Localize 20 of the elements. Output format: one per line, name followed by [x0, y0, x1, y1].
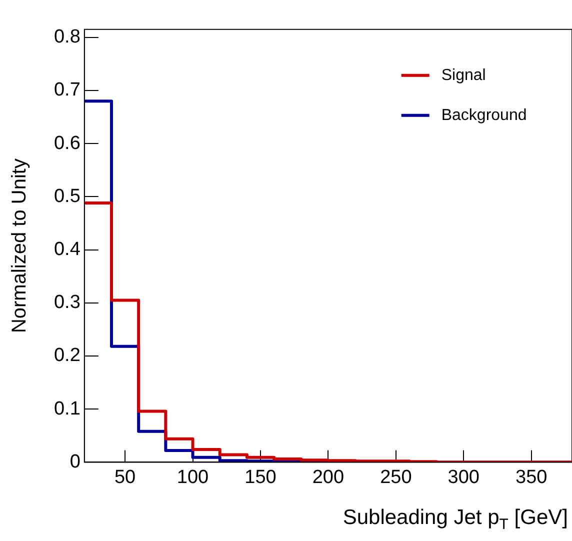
y-tick-label: 0.7: [54, 80, 80, 101]
x-tick-label: 250: [380, 466, 412, 488]
y-tick-label: 0.4: [54, 239, 81, 260]
y-tick-label: 0.8: [54, 26, 80, 48]
legend-label: Background: [441, 106, 527, 124]
y-tick-label: 0.6: [54, 132, 80, 154]
x-tick-label: 200: [312, 466, 344, 488]
y-tick-label: 0.3: [54, 292, 80, 314]
x-tick-label: 150: [244, 466, 276, 488]
x-tick-label: 100: [176, 466, 209, 488]
y-tick-label: 0.5: [54, 186, 80, 207]
y-axis-title: Normalized to Unity: [8, 158, 31, 334]
y-tick-label: 0.2: [54, 345, 80, 366]
legend-label: Signal: [441, 66, 486, 84]
y-tick-label: 0.1: [54, 398, 80, 420]
x-tick-label: 50: [114, 466, 136, 488]
x-tick-label: 350: [516, 466, 548, 488]
x-tick-label: 300: [448, 466, 480, 488]
x-axis-title: Subleading Jet p$_{T}$ [GeV]: [342, 506, 568, 534]
y-tick-label: 0: [70, 451, 80, 472]
